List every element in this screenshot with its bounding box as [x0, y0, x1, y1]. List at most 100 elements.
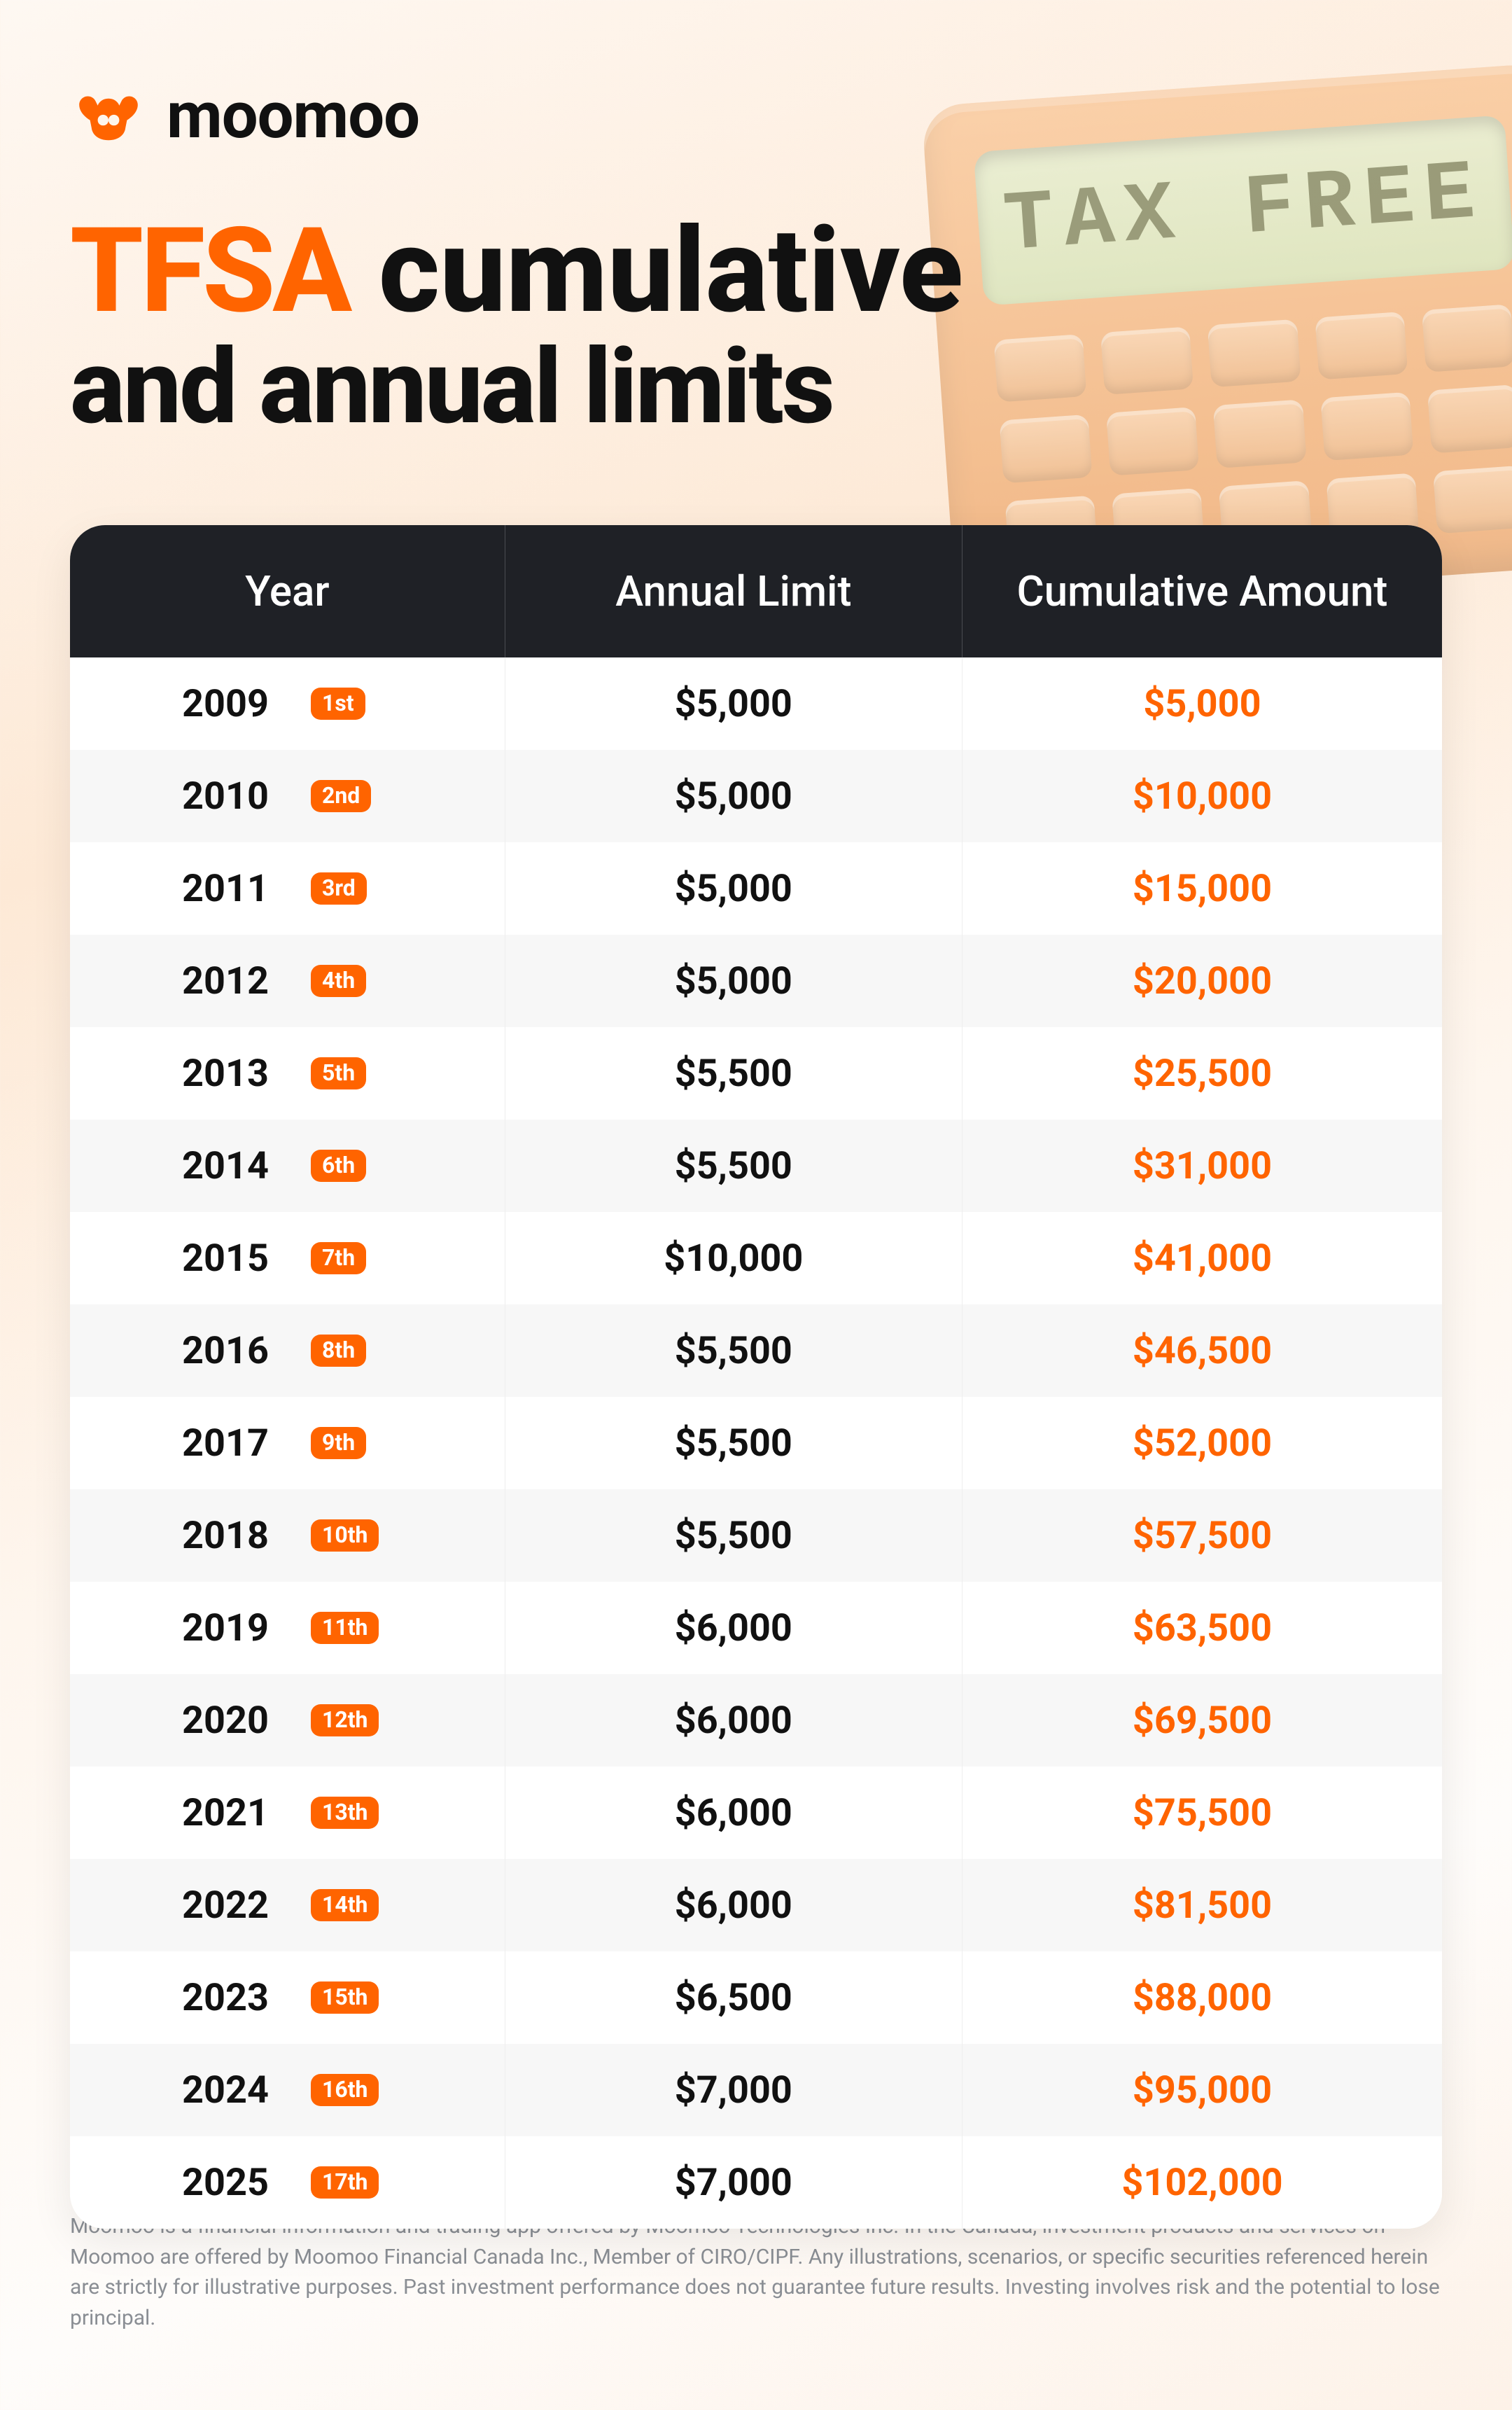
year-value: 2014	[182, 1144, 294, 1188]
cell-annual-limit: $7,000	[505, 2044, 962, 2136]
disclaimer-text: Moomoo is a financial information and tr…	[70, 2211, 1442, 2333]
ordinal-badge: 8th	[311, 1335, 366, 1367]
year-value: 2015	[182, 1237, 294, 1281]
cell-year: 2012 4th	[70, 935, 505, 1027]
year-value: 2012	[182, 959, 294, 1003]
year-value: 2023	[182, 1976, 294, 2020]
cell-cumulative-amount: $41,000	[962, 1212, 1442, 1304]
cell-year: 2017 9th	[70, 1397, 505, 1489]
cell-annual-limit: $6,000	[505, 1767, 962, 1859]
year-value: 2011	[182, 867, 294, 911]
cell-annual-limit: $5,500	[505, 1489, 962, 1582]
year-value: 2009	[182, 682, 294, 726]
ordinal-badge: 3rd	[311, 872, 367, 905]
ordinal-badge: 16th	[311, 2074, 379, 2106]
ordinal-badge: 9th	[311, 1427, 366, 1459]
cell-annual-limit: $5,500	[505, 1120, 962, 1212]
year-value: 2025	[182, 2161, 294, 2205]
headline-highlight: TFSA	[70, 202, 349, 340]
cell-year: 2015 7th	[70, 1212, 505, 1304]
table-row: 20091st$5,000$5,000	[70, 657, 1442, 750]
year-value: 2017	[182, 1421, 294, 1465]
table-row: 202315th$6,500$88,000	[70, 1951, 1442, 2044]
year-value: 2020	[182, 1699, 294, 1743]
headline-line-2: and annual limits	[70, 333, 963, 442]
cell-year: 20135th	[70, 1027, 505, 1120]
ordinal-badge: 10th	[311, 1519, 379, 1552]
table-row: 2025 17th $7,000$102,000	[70, 2136, 1442, 2229]
cell-cumulative-amount: $102,000	[962, 2136, 1442, 2229]
table-header: Year Annual Limit Cumulative Amount	[70, 525, 1442, 657]
table-row: 2011 3rd $5,000$15,000	[70, 842, 1442, 935]
year-value: 2022	[182, 1883, 294, 1928]
year-value: 2016	[182, 1329, 294, 1373]
table-row: 2024 16th $7,000$95,000	[70, 2044, 1442, 2136]
table-row: 2012 4th $5,000$20,000	[70, 935, 1442, 1027]
table-body: 20091st$5,000$5,00020102nd$5,000$10,0002…	[70, 657, 1442, 2229]
cell-year: 2016 8th	[70, 1304, 505, 1397]
cell-year: 201911th	[70, 1582, 505, 1674]
cell-cumulative-amount: $46,500	[962, 1304, 1442, 1397]
cell-cumulative-amount: $31,000	[962, 1120, 1442, 1212]
cell-annual-limit: $6,000	[505, 1674, 962, 1767]
year-value: 2018	[182, 1514, 294, 1558]
cell-year: 2025 17th	[70, 2136, 505, 2229]
cell-annual-limit: $5,000	[505, 842, 962, 935]
table-row: 202214th$6,000$81,500	[70, 1859, 1442, 1951]
cell-year: 202315th	[70, 1951, 505, 2044]
cell-year: 20146th	[70, 1120, 505, 1212]
year-value: 2021	[182, 1791, 294, 1835]
ordinal-badge: 4th	[311, 965, 366, 997]
year-value: 2024	[182, 2068, 294, 2112]
cell-cumulative-amount: $69,500	[962, 1674, 1442, 1767]
cell-cumulative-amount: $10,000	[962, 750, 1442, 842]
table-row: 2018 10th $5,500$57,500	[70, 1489, 1442, 1582]
cell-year: 2022 14th	[70, 1859, 505, 1951]
page-title: TFSA cumulative and annual limits	[70, 210, 963, 443]
cell-annual-limit: $5,500	[505, 1304, 962, 1397]
year-value: 2010	[182, 774, 294, 819]
cell-cumulative-amount: $5,000	[962, 657, 1442, 750]
bull-icon	[70, 77, 147, 154]
cell-annual-limit: $7,000	[505, 2136, 962, 2229]
cell-annual-limit: $6,500	[505, 1951, 962, 2044]
cell-year: 2010 2nd	[70, 750, 505, 842]
cell-year: 2018 10th	[70, 1489, 505, 1582]
cell-annual-limit: $10,000	[505, 1212, 962, 1304]
cell-year: 2009 1st	[70, 657, 505, 750]
cell-cumulative-amount: $81,500	[962, 1859, 1442, 1951]
cell-annual-limit: $5,000	[505, 935, 962, 1027]
table-row: 20146th$5,500$31,000	[70, 1120, 1442, 1212]
headline-rest-1: cumulative	[379, 202, 963, 340]
cell-annual-limit: $5,500	[505, 1027, 962, 1120]
cell-year: 2021 13th	[70, 1767, 505, 1859]
table-row: 201911th$6,000$63,500	[70, 1582, 1442, 1674]
ordinal-badge: 12th	[311, 1704, 379, 1736]
ordinal-badge: 2nd	[311, 780, 371, 812]
brand-logo: moomoo	[70, 77, 419, 154]
cell-year: 2011 3rd	[70, 842, 505, 935]
table-row: 20135th$5,500$25,500	[70, 1027, 1442, 1120]
table-row: 2016 8th $5,500$46,500	[70, 1304, 1442, 1397]
cell-cumulative-amount: $20,000	[962, 935, 1442, 1027]
cell-cumulative-amount: $15,000	[962, 842, 1442, 935]
cell-cumulative-amount: $95,000	[962, 2044, 1442, 2136]
table-row: 202113th$6,000$75,500	[70, 1767, 1442, 1859]
ordinal-badge: 17th	[311, 2166, 379, 2199]
cell-cumulative-amount: $57,500	[962, 1489, 1442, 1582]
ordinal-badge: 1st	[311, 688, 365, 720]
ordinal-badge: 14th	[311, 1889, 379, 1921]
ordinal-badge: 13th	[311, 1797, 379, 1829]
tfsa-limits-table: Year Annual Limit Cumulative Amount 2009…	[70, 525, 1442, 2229]
column-header-cumulative: Cumulative Amount	[962, 525, 1442, 657]
cell-cumulative-amount: $88,000	[962, 1951, 1442, 2044]
cell-cumulative-amount: $52,000	[962, 1397, 1442, 1489]
ordinal-badge: 7th	[311, 1242, 366, 1274]
table-row: 2020 12th $6,000$69,500	[70, 1674, 1442, 1767]
year-value: 2019	[182, 1606, 294, 1650]
cell-annual-limit: $5,000	[505, 750, 962, 842]
cell-cumulative-amount: $25,500	[962, 1027, 1442, 1120]
cell-annual-limit: $6,000	[505, 1582, 962, 1674]
table-row: 2015 7th $10,000$41,000	[70, 1212, 1442, 1304]
table-row: 2010 2nd $5,000$10,000	[70, 750, 1442, 842]
